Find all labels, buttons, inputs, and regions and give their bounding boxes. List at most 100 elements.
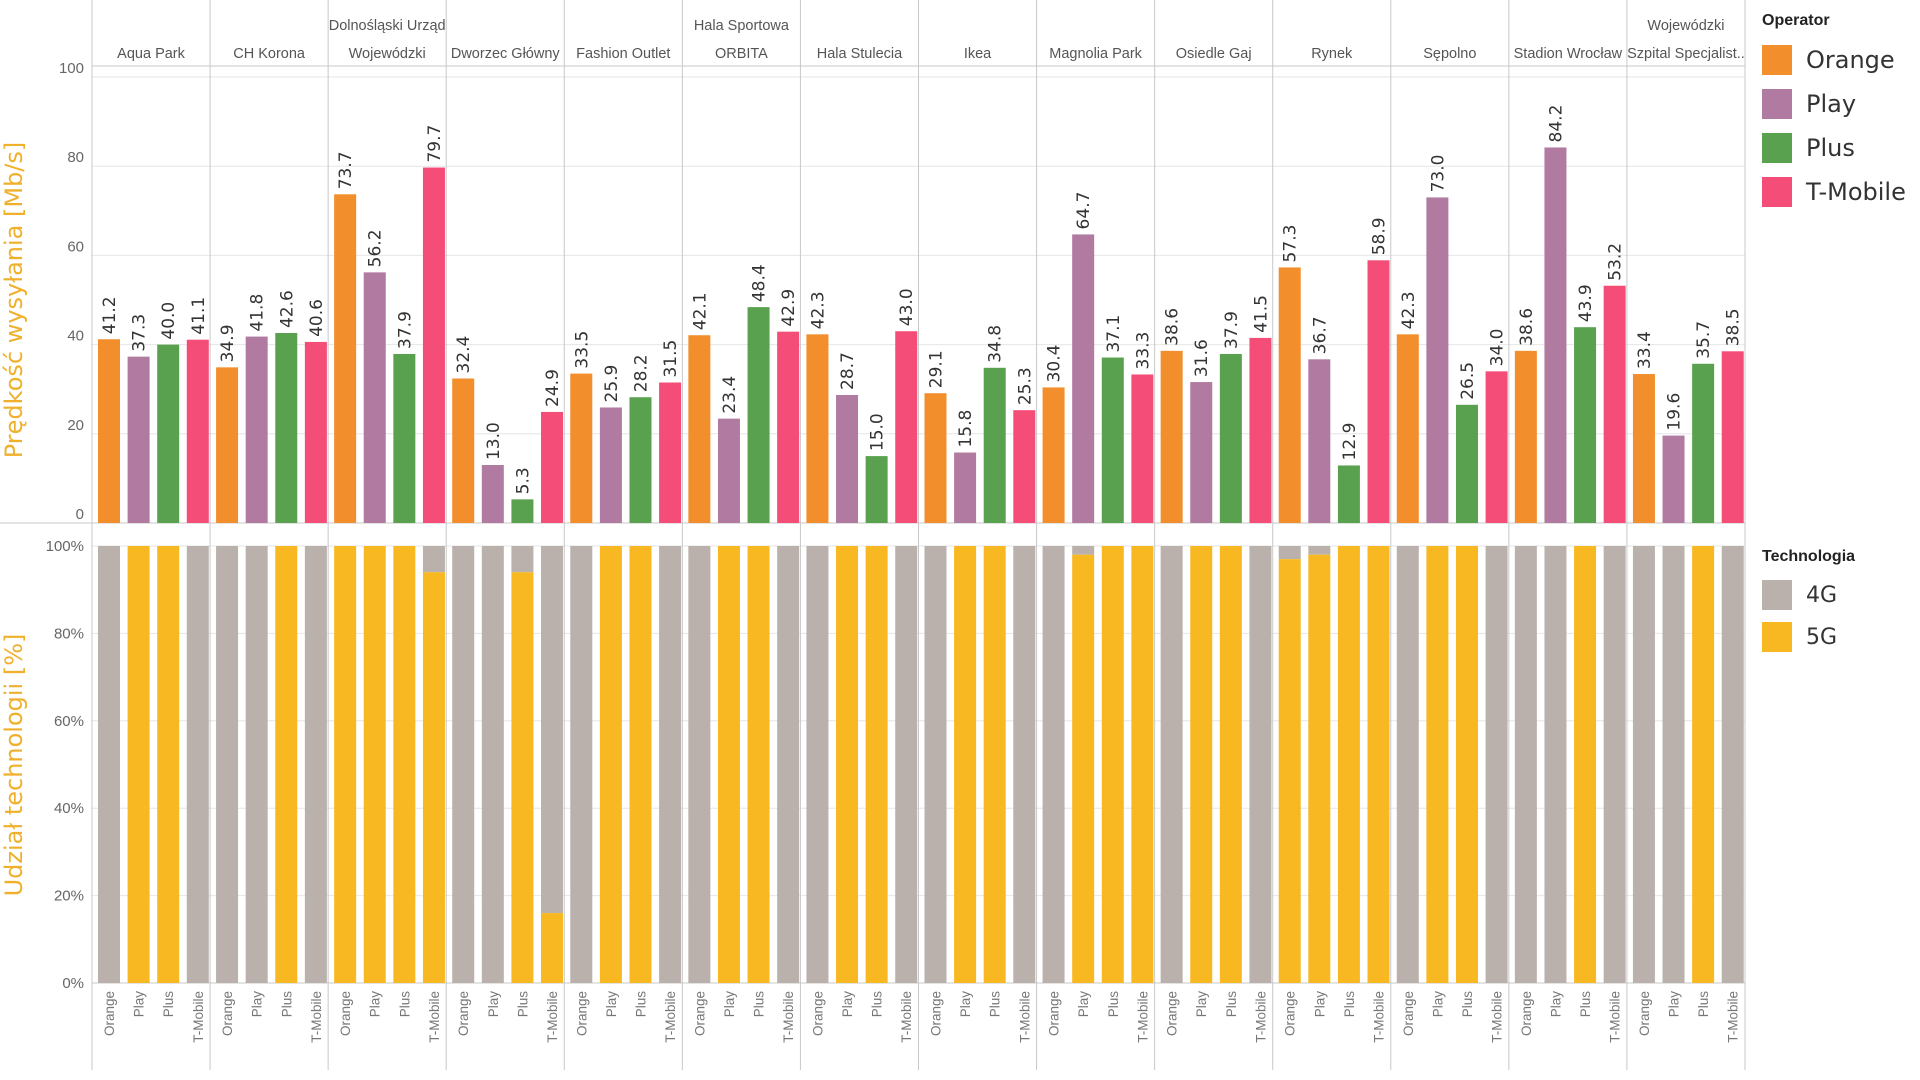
value-label: 34.0 [1488,329,1508,367]
y-tick-label: 40 [67,328,84,345]
speed-bar [1544,147,1567,523]
value-label: 64.7 [1074,192,1094,230]
share-bar-4g [659,546,682,983]
speed-bar [1219,353,1242,523]
legend-item-tmobile[interactable]: T-Mobile [1762,170,1906,214]
value-label: 34.8 [986,325,1006,363]
x-tick-label: Plus [397,991,412,1018]
value-label: 38.6 [1517,308,1537,346]
x-tick-label: Plus [279,991,294,1018]
y-tick-label: 60 [67,238,84,255]
speed-bar [511,499,534,523]
x-tick-label: T-Mobile [1726,991,1741,1043]
share-bar-5g [717,546,740,983]
speed-bar [1249,337,1272,523]
operator-legend: Operator Orange Play Plus T-Mobile [1762,12,1906,214]
value-label: 43.9 [1576,284,1596,322]
speed-bar [1514,350,1537,523]
group-label: Hala Sportowa [694,18,790,34]
share-bar-5g [393,546,416,983]
speed-bar [717,418,740,523]
share-bar-4g [422,546,445,573]
speed-bar [127,356,150,523]
x-tick-label: T-Mobile [309,991,324,1043]
speed-bar [954,452,977,523]
share-bar-5g [422,572,445,983]
x-tick-label: Play [486,991,501,1018]
speed-bar [570,373,593,523]
x-tick-label: Plus [1342,991,1357,1018]
y-tick-label: 100 [59,60,84,77]
speed-bar [1337,465,1360,523]
value-label: 37.1 [1104,315,1124,353]
share-bar-5g [1574,546,1597,983]
play-swatch [1762,89,1792,119]
speed-bar [275,333,298,523]
x-tick-label: T-Mobile [1372,991,1387,1043]
x-tick-label: T-Mobile [545,991,560,1043]
speed-bar [836,394,859,523]
legend-label-plus: Plus [1806,134,1855,162]
legend-item-plus[interactable]: Plus [1762,126,1906,170]
share-bar-4g [1308,546,1331,555]
y-tick-label: 80% [54,625,84,642]
group-label: Rynek [1311,46,1353,62]
value-label: 42.3 [1399,291,1419,329]
x-tick-label: Orange [1637,991,1652,1036]
share-bar-5g [511,572,534,983]
y-axis-title-share: Udział technologii [%] [0,634,28,897]
share-bar-4g [1514,546,1537,983]
share-bar-5g [363,546,386,983]
x-tick-label: Plus [752,991,767,1018]
speed-bar [1367,260,1390,523]
group-label: Wojewódzki [349,46,426,62]
value-label: 26.5 [1458,362,1478,400]
value-label: 15.8 [956,410,976,448]
share-bar-5g [1219,546,1242,983]
legend-label-tmobile: T-Mobile [1806,178,1906,206]
x-tick-label: Orange [220,991,235,1036]
speed-bar [865,456,888,523]
share-bar-5g [747,546,770,983]
x-tick-label: Orange [692,991,707,1036]
value-label: 42.3 [808,291,828,329]
value-label: 48.4 [750,264,770,302]
x-tick-label: Play [1667,991,1682,1018]
share-bar-4g [1632,546,1655,983]
legend-item-5g[interactable]: 5G [1762,616,1855,658]
share-bar-4g [511,546,534,573]
legend-item-play[interactable]: Play [1762,82,1906,126]
value-label: 43.0 [897,288,917,326]
x-tick-label: T-Mobile [191,991,206,1043]
legend-label-orange: Orange [1806,46,1895,74]
x-tick-label: T-Mobile [1253,991,1268,1043]
speed-bar [806,334,829,523]
speed-bar [924,393,947,523]
value-label: 41.2 [100,296,120,334]
y-tick-label: 0% [62,975,84,992]
legend-item-orange[interactable]: Orange [1762,38,1906,82]
technology-legend-title: Technologia [1762,548,1856,565]
speed-bar [1455,404,1478,523]
orange-swatch [1762,45,1792,75]
value-label: 84.2 [1546,105,1566,143]
speed-bar [747,307,770,523]
legend-item-4g[interactable]: 4G [1762,574,1855,616]
value-label: 79.7 [425,125,445,163]
share-bar-5g [1101,546,1124,983]
group-label: Osiedle Gaj [1176,46,1252,62]
value-label: 41.5 [1251,295,1271,333]
value-label: 41.8 [248,294,268,332]
x-tick-label: Orange [1047,991,1062,1036]
group-label: Sępolno [1423,46,1476,62]
speed-bar [1190,382,1213,523]
share-bar-4g [98,546,120,983]
value-label: 19.6 [1665,393,1685,431]
x-tick-label: Plus [1106,991,1121,1018]
x-tick-label: Play [722,991,737,1018]
share-bar-5g [157,546,180,983]
share-bar-4g [1013,546,1036,983]
x-tick-label: Orange [1165,991,1180,1036]
share-bar-4g [1160,546,1183,983]
share-bar-4g [1249,546,1272,983]
